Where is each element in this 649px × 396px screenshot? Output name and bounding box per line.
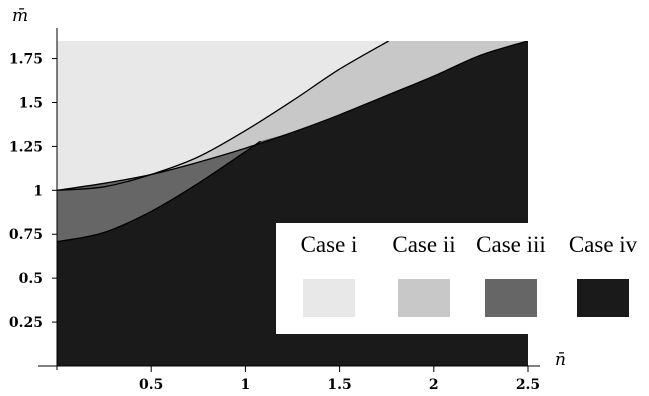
x-tick-label: 0.5 (139, 377, 163, 393)
y-tick-label: 0.75 (9, 227, 43, 243)
legend: Case i Case ii Case iii Case iv (276, 223, 646, 334)
boundary-lower (57, 140, 261, 243)
legend-label: Case iii (476, 232, 546, 257)
y-tick-label: 1.75 (9, 52, 43, 68)
y-tick-label: 1 (33, 183, 43, 199)
region-case-iii (57, 132, 293, 242)
legend-swatch (485, 279, 537, 317)
y-tick-label: 1.5 (19, 95, 43, 111)
boundary-upper (57, 41, 389, 191)
y-axis-title: m̄ (12, 6, 28, 26)
y-tick-label: 0.5 (19, 271, 43, 287)
legend-label: Case iv (569, 232, 638, 257)
x-tick-label: 2.5 (516, 377, 540, 393)
y-tick-label: 1.25 (9, 139, 43, 155)
legend-swatch (398, 279, 450, 317)
legend-label: Case i (301, 232, 358, 257)
x-tick-label: 1 (241, 377, 251, 393)
ticks: 0.5 1 1.5 2 2.5 0.25 0.5 0.75 1 1.25 1.5 1.75 (9, 52, 540, 393)
x-axis-title: n̄ (555, 350, 566, 370)
region-case-i (57, 41, 389, 191)
y-tick-label: 0.25 (9, 315, 43, 331)
x-tick-label: 1.5 (327, 377, 351, 393)
legend-swatch (303, 279, 355, 317)
plot-area (57, 41, 528, 366)
axes (38, 28, 540, 370)
boundary-middle (57, 41, 528, 191)
x-tick-label: 2 (429, 377, 439, 393)
legend-label: Case ii (392, 232, 455, 257)
legend-swatch (577, 279, 629, 317)
